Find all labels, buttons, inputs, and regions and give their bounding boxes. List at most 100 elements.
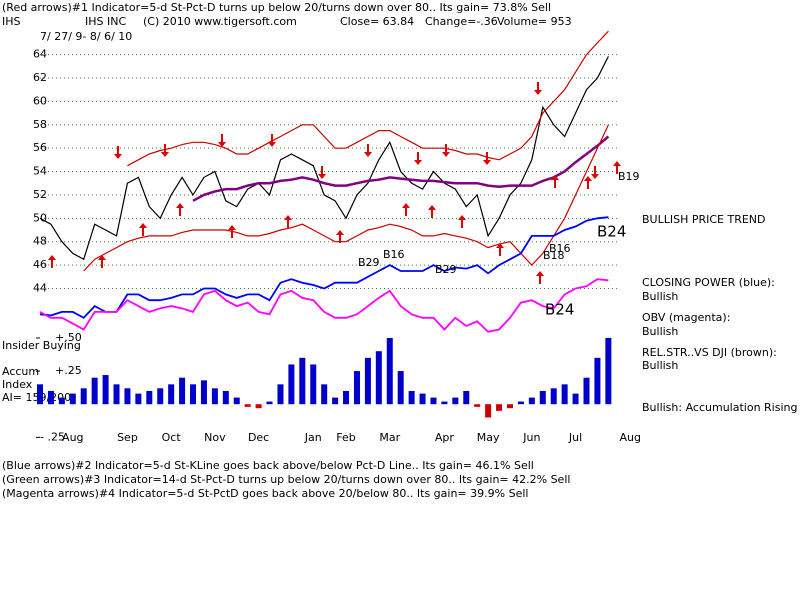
bar (343, 390, 350, 405)
bar (463, 390, 470, 405)
bar (332, 397, 339, 405)
bar (594, 357, 601, 405)
signal-arrow-head (536, 271, 544, 276)
signal-arrow-head (534, 90, 542, 95)
bar (80, 388, 87, 405)
signal-arrow-head (336, 230, 344, 235)
bar (288, 364, 295, 405)
bar (364, 357, 371, 405)
bar (561, 384, 568, 405)
signal-arrow-head (442, 152, 450, 157)
footer-line: (Blue arrows)#2 Indicator=5-d St-KLine g… (2, 459, 534, 472)
bar (91, 377, 98, 405)
bar (496, 404, 503, 411)
signal-arrow-head (458, 215, 466, 220)
status: Bullish (642, 325, 678, 338)
legend-label: OBV (magenta): (642, 311, 730, 324)
signal-arrow-head (414, 160, 422, 165)
bar (397, 371, 404, 405)
footer-line: (Magenta arrows)#4 Indicator=5-d St-PctD… (2, 487, 528, 500)
bar (441, 401, 448, 405)
signal-arrow-head (139, 223, 147, 228)
bar (506, 404, 513, 409)
status: Bullish (642, 359, 678, 372)
signal-arrow-head (496, 243, 504, 248)
y-tick-label: +.25 (55, 364, 82, 377)
signal-arrow-head (364, 152, 372, 157)
signal-arrow-head (48, 255, 56, 260)
bar (375, 351, 382, 405)
x-tick-label: Jun (522, 431, 540, 444)
signal-arrow-head (161, 152, 169, 157)
symbol: IHS (2, 15, 21, 28)
change: Change=-.36 (425, 15, 498, 28)
bar (211, 388, 218, 405)
bar (222, 390, 229, 405)
bar (572, 393, 579, 405)
x-tick-label: Oct (162, 431, 182, 444)
bar (485, 404, 492, 418)
bar (430, 397, 437, 405)
bar (299, 357, 306, 405)
bar (37, 384, 43, 405)
bar (200, 380, 207, 405)
bar (190, 384, 197, 405)
signal-arrow-head (483, 160, 491, 165)
bar (179, 377, 186, 405)
bar (102, 375, 109, 405)
annotation: B16 (549, 242, 571, 255)
bar (528, 397, 535, 405)
date-range: 7/ 27/ 9- 8/ 6/ 10 (40, 30, 132, 43)
signal-arrow-head (98, 255, 106, 260)
signal-arrow-head (176, 203, 184, 208)
bar (266, 401, 273, 405)
signal-arrow-head (428, 205, 436, 210)
bar (124, 388, 131, 405)
bar (47, 390, 54, 405)
bar (157, 388, 164, 405)
bar (168, 384, 175, 405)
bar (408, 390, 415, 405)
signal-arrow-head (584, 176, 592, 181)
copyright: (C) 2010 www.tigersoft.com (143, 15, 297, 28)
signal-arrow-head (318, 174, 326, 179)
bar (113, 384, 120, 405)
y-tick-label: - .25 (40, 430, 65, 443)
trend-label: BULLISH PRICE TREND (642, 213, 766, 226)
signal-arrow-head (402, 203, 410, 208)
footer-line: (Green arrows)#3 Indicator=14-d St-Pct-D… (2, 473, 570, 486)
bar (386, 337, 393, 405)
annotation: B24 (545, 301, 574, 319)
x-tick-label: Dec (248, 431, 269, 444)
x-tick-label: Feb (336, 431, 355, 444)
bar (452, 397, 459, 405)
signal-arrow-head (218, 142, 226, 147)
x-tick-label: Mar (379, 431, 400, 444)
company: IHS INC (85, 15, 126, 28)
bar (58, 397, 65, 405)
annotation: B24 (597, 223, 626, 241)
signal-arrow-head (551, 175, 559, 180)
bar (539, 390, 546, 405)
signal-arrow-head (613, 161, 621, 166)
bar (146, 390, 153, 405)
signal-arrow-head (228, 225, 236, 230)
y-tick-label: +.50 (55, 331, 82, 344)
x-tick-label: May (477, 431, 500, 444)
bar (517, 401, 524, 405)
bar (310, 364, 317, 405)
x-tick-label: Nov (204, 431, 226, 444)
annotation: B29 (358, 256, 380, 269)
x-tick-label: Aug (619, 431, 640, 444)
close: Close= 63.84 (340, 15, 414, 28)
legend-label: CLOSING POWER (blue): (642, 276, 775, 289)
signal-arrow-head (268, 142, 276, 147)
bar (550, 388, 557, 405)
series-line (39, 216, 609, 319)
series-line (127, 30, 609, 167)
series-line (83, 124, 609, 272)
x-tick-label: Jul (568, 431, 582, 444)
bar (419, 393, 426, 405)
